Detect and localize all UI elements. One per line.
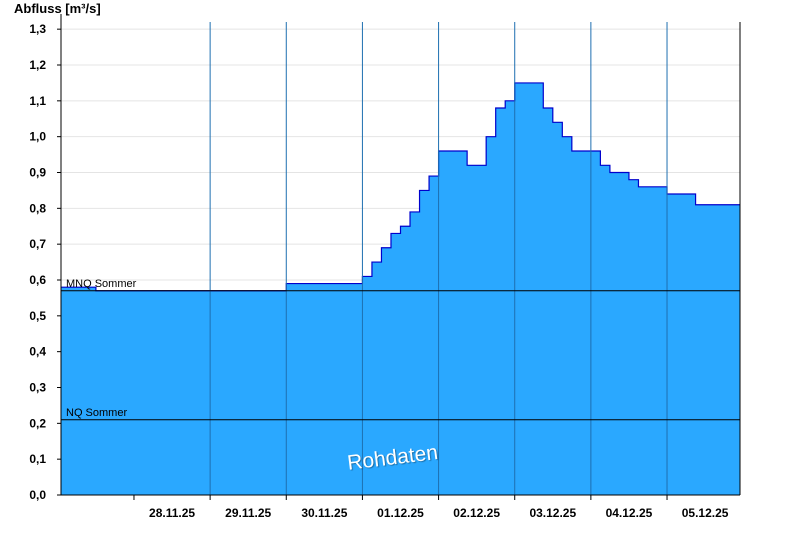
y-tick-label: 0,2 <box>29 416 46 430</box>
y-axis-title: Abfluss [m³/s] <box>14 1 101 16</box>
x-tick-label: 28.11.25 <box>149 506 195 520</box>
x-tick-label: 03.12.25 <box>529 506 576 520</box>
threshold-label: NQ Sommer <box>66 407 127 419</box>
y-tick-label: 1,2 <box>29 58 46 72</box>
threshold-label: MNQ Sommer <box>66 278 137 290</box>
y-tick-label: 1,0 <box>29 130 46 144</box>
discharge-area <box>61 82 740 496</box>
y-tick-label: 1,1 <box>29 94 46 108</box>
threshold-layer: MNQ Sommer NQ Sommer <box>61 278 740 421</box>
y-tick-label: 0,7 <box>29 237 46 251</box>
y-tick-label: 0,9 <box>29 166 46 180</box>
y-tick-label: 0,5 <box>29 309 46 323</box>
x-tick-label: 01.12.25 <box>377 506 424 520</box>
y-tick-label: 0,0 <box>29 488 46 502</box>
day-separator-layer <box>209 22 668 495</box>
y-tick-label: 0,6 <box>29 273 46 287</box>
x-tick-label: 04.12.25 <box>606 506 653 520</box>
x-tick-label: 05.12.25 <box>682 506 729 520</box>
x-tick-label: 29.11.25 <box>225 506 271 520</box>
y-tick-label: 0,1 <box>29 452 46 466</box>
y-tick-label: 0,3 <box>29 381 46 395</box>
discharge-line <box>61 82 740 292</box>
x-tick-label: 02.12.25 <box>453 506 500 520</box>
y-tick-label: 1,3 <box>29 22 46 36</box>
axis-layer: 0,0 0,1 0,2 0,3 0,4 0,5 0,6 0,7 0,8 0,9 1,0 1,1 1,2 1… <box>29 14 741 520</box>
x-tick-label: 30.11.25 <box>301 506 347 520</box>
y-tick-label: 0,8 <box>29 201 46 215</box>
y-tick-label: 0,4 <box>29 345 46 359</box>
